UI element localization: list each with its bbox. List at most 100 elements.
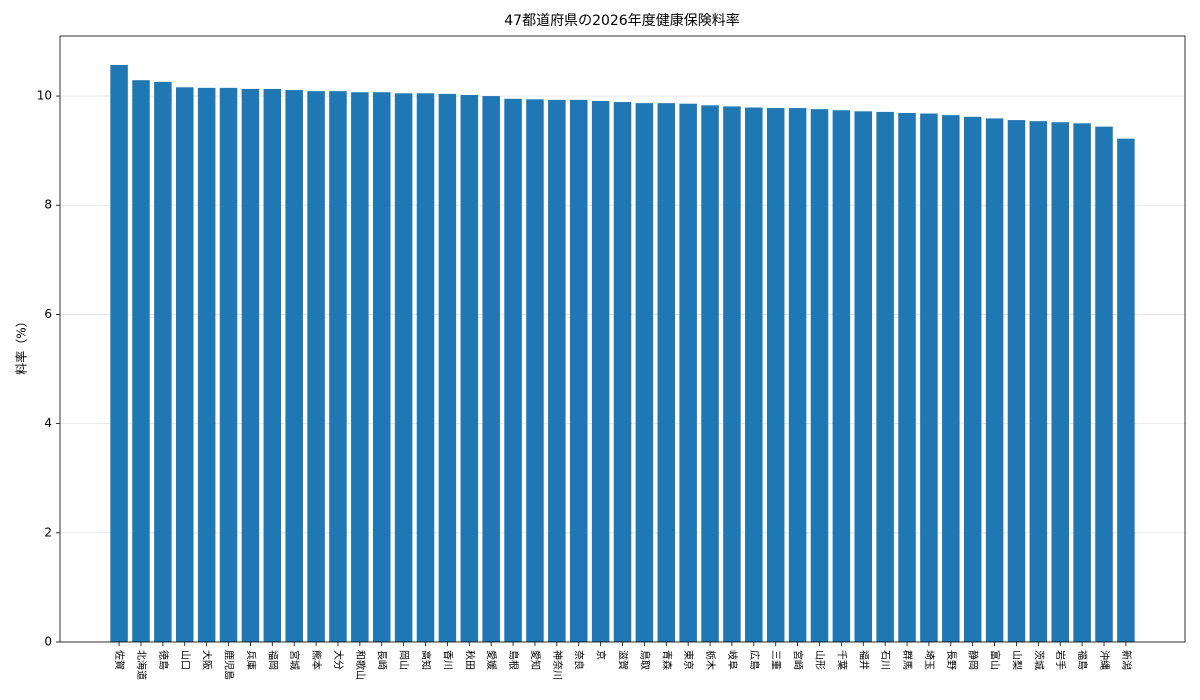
x-tick-label: 沖縄 [1098,650,1111,670]
y-tick-label: 8 [44,198,52,212]
x-tick-label: 愛知 [529,650,542,670]
x-tick-label: 兵庫 [244,650,257,670]
x-tick-label: 和歌山 [354,650,367,680]
bar [110,64,128,643]
x-tick-label: 茨城 [1032,650,1045,670]
x-tick-label: 青森 [660,650,673,670]
x-tick-label: 千葉 [835,650,848,670]
bar [548,99,566,643]
chart-title: 47都道府県の2026年度健康保険料率 [504,12,739,29]
bar [1007,120,1026,642]
x-tick-label: 秋田 [463,650,476,670]
x-tick-label: 栃木 [704,650,717,670]
bar [504,98,522,642]
x-tick-label: 鳥取 [638,650,651,670]
bar [657,103,676,642]
y-tick-label: 2 [44,525,52,539]
bar [132,80,150,642]
bar [460,94,479,643]
bar [394,93,413,642]
y-tick-label: 0 [44,635,52,649]
x-tick-label: 岡山 [398,650,410,670]
x-tick-label: 山梨 [1010,650,1023,670]
bar [788,108,807,642]
bar [438,93,457,643]
bar [219,87,238,642]
bar [876,111,894,643]
x-tick-label: 福井 [857,650,870,670]
x-tick-label: 三重 [770,650,783,670]
x-tick-label: 佐賀 [113,650,125,670]
x-tick-label: 香川 [441,650,453,670]
bar [285,90,303,642]
x-tick-label: 富山 [989,650,1002,670]
bar [241,88,260,642]
x-tick-label: 東京 [682,650,695,670]
x-tick-label: 鹿児島 [223,650,236,680]
x-tick-label: 愛媛 [485,650,498,670]
x-tick-label: 長野 [945,650,957,670]
x-tick-label: 奈良 [573,650,586,670]
bar [416,93,435,642]
x-tick-label: 新潟 [1120,650,1133,670]
bar [635,103,654,642]
bar [197,87,216,642]
bar [176,87,194,643]
bar [963,116,982,643]
x-tick-label: 長崎 [376,650,389,670]
bar [329,91,347,642]
bar [482,96,500,642]
x-tick-label: 山形 [813,650,825,670]
x-tick-label: 福島 [1076,650,1089,670]
bar [920,113,938,643]
bar [854,111,873,643]
bar [526,99,544,643]
bar [1029,121,1048,643]
bar [745,107,763,642]
y-tick-label: 6 [44,307,52,321]
bar [307,91,325,642]
plot-area: 0 2 4 6 8 10 佐賀 北海道 徳島 山口 大阪 鹿児島 兵庫 福岡 宮城 熊本 大分 和歌山 長崎 岡山 高知… [37,64,1185,680]
x-tick-label: 島根 [507,650,520,670]
bar [351,92,369,643]
bar [263,88,282,642]
x-tick-label: 岩手 [1054,650,1067,670]
x-tick-label: 大阪 [201,650,214,670]
x-tick-label: 福岡 [266,650,279,670]
bar [372,92,391,643]
bar [810,109,829,643]
bar [569,99,588,643]
bar [1095,126,1113,643]
bar [1117,138,1135,643]
y-tick-label: 10 [37,89,52,103]
bar [766,108,785,642]
bar [154,81,172,643]
x-tick-label: 石川 [879,650,890,670]
x-tick-label: 宮崎 [792,650,805,670]
bar [1073,123,1091,643]
x-tick-label: 群馬 [901,650,914,670]
x-tick-label: 大分 [332,650,345,670]
x-tick-label: 埼玉 [923,650,936,670]
x-tick-label: 滋賀 [617,650,630,670]
x-tick-label: 神奈川 [551,650,564,680]
bar [1051,122,1069,642]
x-tick-label: 静岡 [967,650,980,670]
bar [723,106,741,643]
bar [898,112,916,642]
x-tick-label: 京 [595,650,608,660]
y-tick-label: 4 [44,416,52,430]
bar [613,102,632,643]
x-tick-label: 岐阜 [726,650,739,670]
bar [679,103,697,643]
bar [832,110,851,642]
bar [591,100,610,642]
x-tick-label: 宮城 [288,650,301,670]
x-tick-label: 北海道 [135,650,148,680]
y-axis-label: 料率（%） [14,315,29,374]
x-tick-label: 高知 [420,650,433,670]
x-tick-label: 熊本 [310,650,323,670]
x-tick-label: 山口 [179,650,191,670]
bar [942,115,960,642]
